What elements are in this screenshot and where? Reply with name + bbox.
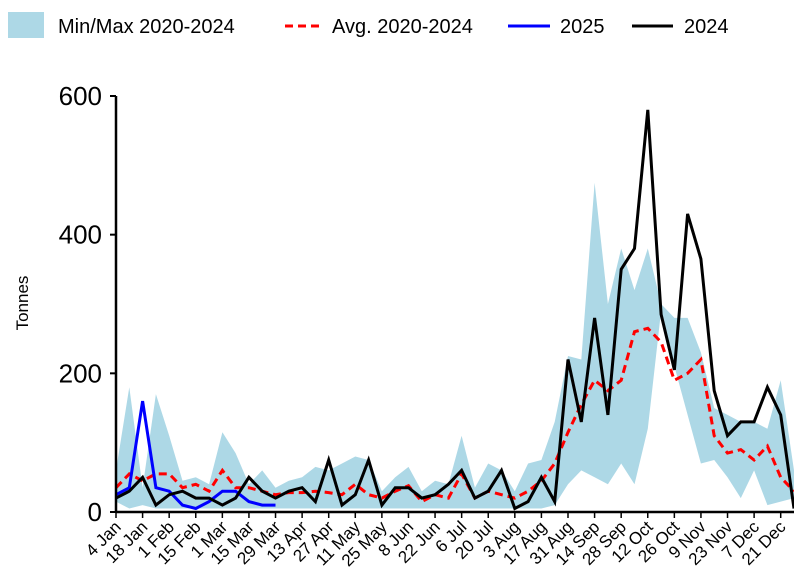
legend-label-avg: Avg. 2020-2024	[332, 16, 473, 38]
y-axis-title: Tonnes	[13, 276, 32, 331]
legend: Min/Max 2020-2024 Avg. 2020-2024 2025 20…	[8, 12, 729, 38]
series-line-2025	[115, 400, 276, 511]
series-line-avg-2020-2024	[114, 326, 794, 504]
y-tick-label: 200	[59, 358, 102, 388]
legend-swatch-min-max	[8, 12, 44, 38]
y-tick-label: 600	[59, 81, 102, 111]
y-tick-label: 400	[59, 220, 102, 250]
series-line-2024	[115, 109, 794, 511]
legend-label-2025: 2025	[560, 16, 605, 38]
y-tick-label: 0	[88, 497, 102, 527]
legend-label-min-max: Min/Max 2020-2024	[58, 16, 235, 38]
legend-label-2024: 2024	[684, 16, 729, 38]
series-lines-layer	[114, 109, 794, 511]
